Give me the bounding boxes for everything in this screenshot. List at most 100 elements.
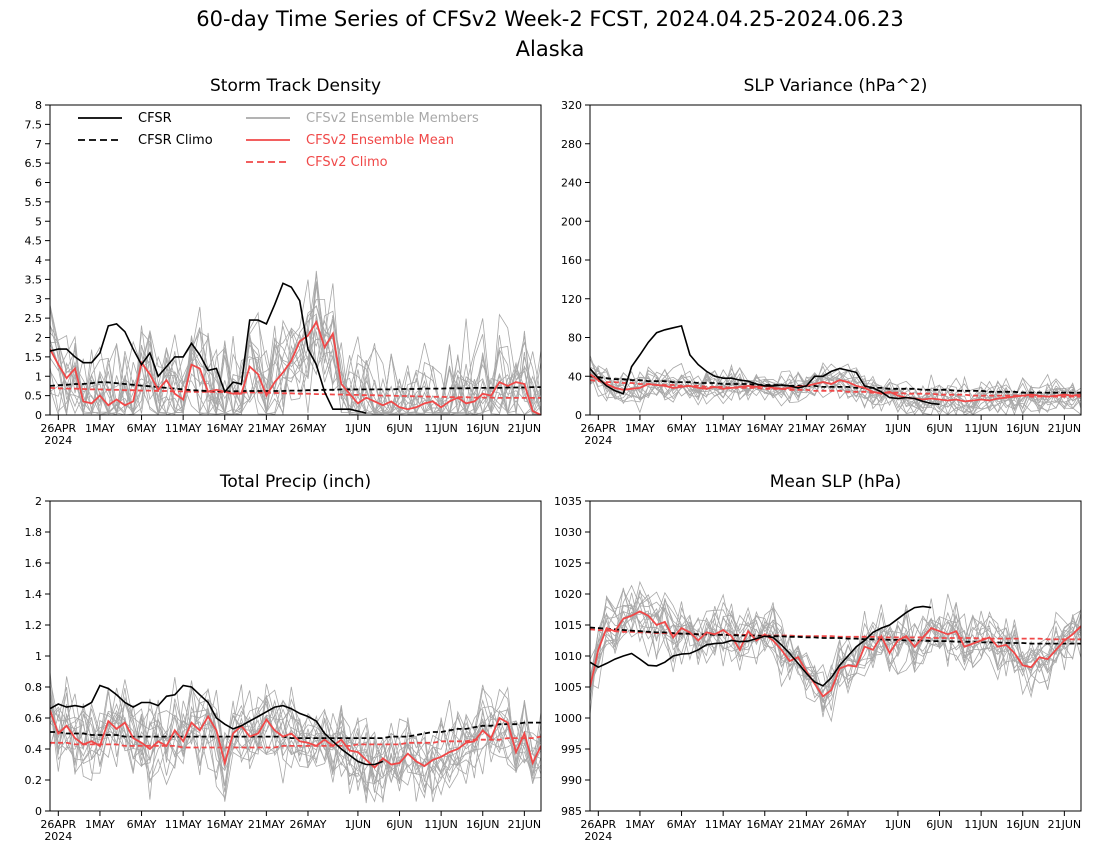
- ensemble-mean-line: [50, 319, 541, 415]
- y-tick-label: 1.2: [25, 619, 43, 632]
- ensemble-member-line: [590, 587, 1081, 695]
- ensemble-member-line: [50, 316, 541, 415]
- x-tick-label: 11MAY: [705, 818, 742, 831]
- x-tick-label: 6MAY: [667, 818, 697, 831]
- chart-panel-3: Total Precip (inch) 0 0.2 0.4 0.6 0.8 1 1.2 1.4 1…: [25, 472, 542, 843]
- legend-label-cfsr_climo: CFSR Climo: [138, 133, 213, 148]
- plot-area: [50, 671, 541, 804]
- y-tick-label: 0.6: [25, 712, 43, 725]
- x-tick-label: 26MAY: [830, 818, 867, 831]
- plot-frame: [49, 104, 542, 416]
- ensemble-member-line: [590, 359, 1081, 415]
- x-tick-label: 1MAY: [625, 422, 655, 435]
- y-tick-label: 1025: [554, 557, 582, 570]
- ensemble-member-line: [50, 311, 541, 415]
- x-year-label: 2024: [44, 434, 72, 447]
- legend-label-ens_mean: CFSv2 Ensemble Mean: [306, 133, 454, 148]
- ensemble-member-line: [50, 678, 541, 804]
- plot-area: [50, 270, 541, 415]
- y-tick-label: 1030: [554, 526, 582, 539]
- y-tick-label: 995: [561, 743, 582, 756]
- plot-frame: [589, 104, 1082, 416]
- y-tick-label: 0.4: [25, 743, 43, 756]
- x-tick-label: 1MAY: [85, 422, 115, 435]
- chart-panel-1: Storm Track Density 0 0.5 1 1.5 2 2.5 3 3.5 4 4.5 5…: [25, 76, 542, 447]
- x-tick-label: 16MAY: [746, 818, 783, 831]
- y-tick-label: 1035: [554, 495, 582, 508]
- x-tick-label: 26MAY: [830, 422, 867, 435]
- y-tick-label: 7: [35, 138, 42, 151]
- legend-label-cfsv2_climo: CFSv2 Climo: [306, 155, 388, 170]
- ensemble-member-line: [50, 274, 541, 415]
- x-tick-label: 6JUN: [386, 422, 413, 435]
- y-tick-label: 1000: [554, 712, 582, 725]
- y-tick-label: 240: [561, 177, 582, 190]
- panel-title: Mean SLP (hPa): [770, 472, 902, 492]
- plot-frame: [49, 500, 542, 812]
- y-tick-label: 200: [561, 215, 582, 228]
- y-tick-label: 6.5: [25, 157, 43, 170]
- y-tick-label: 0: [575, 409, 582, 422]
- x-tick-label: 26APR: [40, 818, 76, 831]
- panel-title: Storm Track Density: [210, 76, 381, 96]
- x-tick-label: 11JUN: [964, 818, 998, 831]
- x-year-label: 2024: [584, 830, 612, 843]
- y-tick-label: 0: [35, 409, 42, 422]
- y-tick-label: 1: [35, 370, 42, 383]
- cfsr-line: [50, 684, 384, 766]
- ensemble-member-line: [590, 370, 1081, 408]
- x-tick-label: 6JUN: [926, 818, 953, 831]
- ensemble-member-line: [50, 687, 541, 800]
- ensemble-member-line: [50, 313, 541, 415]
- ensemble-mean-line: [590, 373, 1081, 403]
- x-tick-label: 11MAY: [705, 422, 742, 435]
- cfsr-line: [590, 324, 940, 406]
- ensemble-member-line: [50, 306, 541, 415]
- plot-area: [590, 580, 1081, 723]
- chart-panel-2: SLP Variance (hPa^2) 0 40 80 120 160 200 240 280…: [561, 76, 1082, 447]
- y-tick-label: 3: [35, 293, 42, 306]
- panel-title: SLP Variance (hPa^2): [744, 76, 928, 96]
- x-tick-label: 21JUN: [1048, 818, 1082, 831]
- y-tick-label: 2.5: [25, 312, 43, 325]
- ensemble-member-line: [50, 327, 541, 415]
- legend-label-cfsr: CFSR: [138, 111, 172, 126]
- x-tick-label: 11MAY: [165, 818, 202, 831]
- x-tick-label: 16JUN: [466, 422, 500, 435]
- x-tick-label: 11MAY: [165, 422, 202, 435]
- ensemble-mean-line: [50, 709, 541, 769]
- y-tick-label: 990: [561, 774, 582, 787]
- x-tick-label: 16JUN: [1006, 422, 1040, 435]
- y-tick-label: 1010: [554, 650, 582, 663]
- ensemble-member-line: [590, 587, 1081, 703]
- y-tick-label: 5.5: [25, 196, 43, 209]
- cfsv2-climo-line: [50, 735, 541, 749]
- y-tick-label: 5: [35, 215, 42, 228]
- y-tick-label: 1005: [554, 681, 582, 694]
- y-tick-label: 1.8: [25, 526, 43, 539]
- x-tick-label: 1JUN: [885, 422, 912, 435]
- y-tick-label: 4: [35, 254, 42, 267]
- ensemble-member-line: [50, 688, 541, 784]
- chart-panels: Storm Track Density 0 0.5 1 1.5 2 2.5 3 3.5 4 4.5 5…: [25, 76, 1082, 843]
- x-tick-label: 16MAY: [206, 422, 243, 435]
- cfsr-climo-line: [50, 381, 541, 393]
- figure-title: 60-day Time Series of CFSv2 Week-2 FCST,…: [196, 7, 903, 31]
- x-tick-label: 21MAY: [788, 818, 825, 831]
- cfsv2-climo-line: [590, 379, 1081, 398]
- y-tick-label: 1.6: [25, 557, 43, 570]
- y-tick-label: 7.5: [25, 118, 43, 131]
- x-tick-label: 11JUN: [424, 422, 458, 435]
- x-tick-label: 1JUN: [345, 818, 372, 831]
- y-tick-label: 0.5: [25, 390, 43, 403]
- y-tick-label: 320: [561, 99, 582, 112]
- y-tick-label: 80: [568, 332, 582, 345]
- ensemble-member-line: [590, 580, 1081, 718]
- legend-label-members: CFSv2 Ensemble Members: [306, 111, 479, 126]
- x-tick-label: 26APR: [580, 818, 616, 831]
- x-tick-label: 16JUN: [1006, 818, 1040, 831]
- x-tick-label: 1JUN: [885, 818, 912, 831]
- x-tick-label: 26MAY: [290, 818, 327, 831]
- x-tick-label: 21JUN: [508, 422, 542, 435]
